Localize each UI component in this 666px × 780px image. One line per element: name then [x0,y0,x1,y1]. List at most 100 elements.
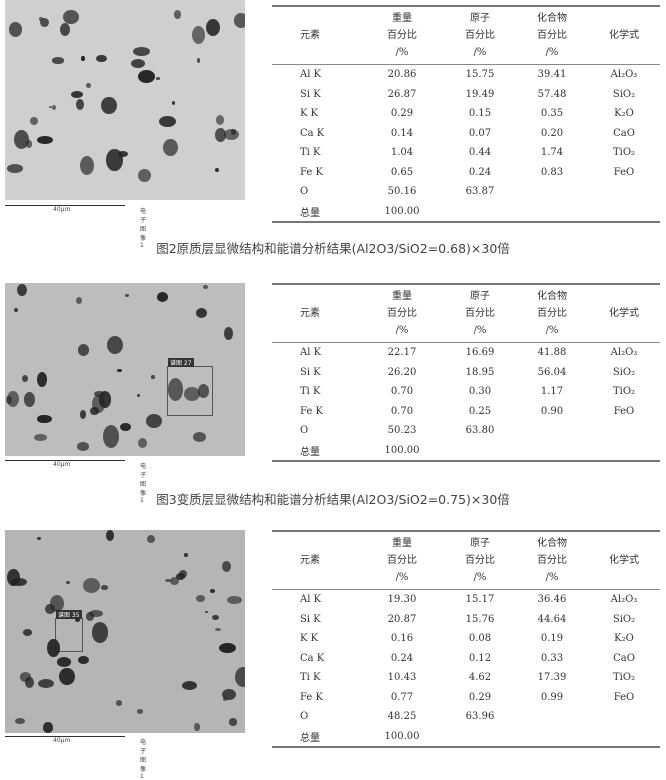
spectrum-box-35: 谱图 35 [55,610,83,652]
pore [59,667,75,685]
table-cell: 100.00 [384,444,420,456]
pore [184,553,188,557]
col-atomic-line: 百分比 [465,308,495,319]
table-cell: Ti K [300,386,321,398]
table-cell: TiO₂ [612,672,636,684]
table-cell: 0.24 [390,652,414,664]
pore [24,392,36,407]
pore [36,414,52,424]
table-row: Al K 20.86 15.75 39.41 Al₂O₃ [272,65,660,85]
pore [29,117,38,126]
pore [46,638,60,657]
table-cell [588,441,660,462]
table-row: Ti K 0.70 0.30 1.17 TiO₂ [272,382,660,402]
table-cell: 18.95 [465,366,495,378]
table-cell: 63.80 [465,425,495,437]
pore [25,676,35,688]
col-atomic: 原子 百分比 /% [444,284,516,343]
table-cell: 10.43 [387,672,417,684]
table-cell: Si K [300,613,321,625]
pore [218,642,236,653]
pore [80,155,95,175]
table-cell: 100.00 [384,205,420,217]
sem-image-1 [5,0,245,200]
table-cell: K K [300,633,319,645]
table-row: Si K 26.20 18.95 56.04 SiO₂ [272,363,660,383]
table-cell: TiO₂ [612,386,636,398]
pore [75,296,82,304]
table-row: Ca K 0.14 0.07 0.20 CaO [272,124,660,144]
pore [221,560,231,572]
table-cell [588,421,660,441]
table-cell: 0.70 [390,405,414,417]
pore [204,611,208,614]
table-cell: K K [300,108,319,120]
table-cell: Si K [300,366,321,378]
table-cell [588,182,660,202]
pore [16,283,27,296]
table-cell: Al K [300,594,322,606]
table-row: 总量 100.00 [272,202,660,223]
pore [89,609,103,617]
pore [226,595,243,604]
table-cell: K₂O [614,633,634,645]
pore [14,129,30,149]
table-cell: 0.07 [468,127,492,139]
table-cell [516,202,588,223]
pore [51,104,57,111]
pore [94,390,105,397]
col-atomic-line: 原子 [470,291,490,302]
pore [40,17,50,28]
table-row: O 50.16 63.87 [272,182,660,202]
col-compound-line: /% [545,572,559,583]
table-row: Fe K 0.65 0.24 0.83 FeO [272,163,660,183]
eds-table-1: 元素 重量 百分比 /% 原子 百分比 /% 化合物 百分比 /% 化学式 Al K 20.86 15.7… [272,5,660,223]
table-cell: SiO₂ [612,366,636,378]
table-cell [444,727,516,748]
pore [50,595,65,613]
table-cell [516,727,588,748]
col-weight: 重量 百分比 /% [360,6,444,65]
pore [105,530,114,542]
table-cell: 0.29 [468,691,492,703]
col-compound-line: 化合物 [537,13,567,24]
col-atomic-line: /% [473,47,487,58]
pore [100,96,117,115]
table-row: Fe K 0.70 0.25 0.90 FeO [272,402,660,422]
sem-image-3: 谱图 35 [5,530,245,733]
pore [163,139,178,156]
table-cell: 0.99 [540,691,564,703]
pore [86,83,92,89]
pore [21,374,28,382]
table-cell: 22.17 [387,347,417,359]
pore [196,58,201,64]
pore [100,585,109,590]
table-row: Al K 19.30 15.17 36.46 Al₂O₃ [272,590,660,610]
col-compound-line: 百分比 [537,555,567,566]
table-cell: 57.48 [537,88,567,100]
pore [79,410,87,420]
col-compound-line: /% [545,47,559,58]
table-cell [516,182,588,202]
table-cell [588,727,660,748]
pore [106,149,123,171]
pore [22,628,32,636]
pore [229,718,237,726]
table-cell: 1.74 [540,147,564,159]
table-cell: CaO [613,127,635,139]
table-cell: 0.30 [468,386,492,398]
col-weight-line: /% [395,325,409,336]
table-cell: Ca K [300,652,325,664]
table-cell [444,202,516,223]
col-compound: 化合物 百分比 /% [516,531,588,590]
pore [7,390,19,407]
table-cell: Fe K [300,405,323,417]
col-weight: 重量 百分比 /% [360,531,444,590]
table-cell: 4.62 [468,672,492,684]
table-cell: 0.25 [468,405,492,417]
pore [76,441,89,451]
pore [164,578,171,583]
pore [221,688,237,701]
table-cell: 63.96 [465,711,495,723]
table-cell: 50.23 [387,425,417,437]
